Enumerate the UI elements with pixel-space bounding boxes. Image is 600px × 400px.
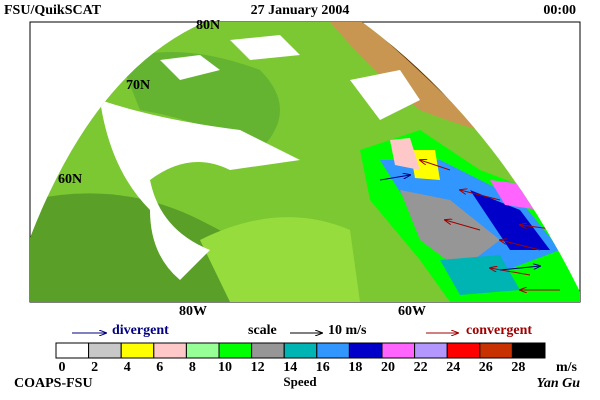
colorbar-bin: [511, 342, 546, 359]
header-right: 00:00: [543, 3, 576, 18]
legend-convergent: convergent: [466, 323, 532, 338]
colorbar-bin: [316, 342, 350, 359]
colorbar-tick: 4: [124, 360, 131, 375]
colorbar: 0 2 4 6 8 10 12 14 16 18 20 22 24 26 28: [55, 342, 546, 375]
colorbar-tick: 20: [381, 360, 395, 375]
colorbar-bin: [414, 342, 448, 359]
colorbar-bin: [251, 342, 285, 359]
colorbar-tick: 8: [189, 360, 196, 375]
colorbar-bin: [185, 342, 220, 359]
colorbar-tick: 10: [218, 360, 232, 375]
colorbar-tick: 14: [283, 360, 297, 375]
header-left: FSU/QuikSCAT: [4, 3, 102, 18]
colorbar-bin: [88, 342, 122, 359]
lat-label: 80N: [196, 18, 220, 33]
lon-label: 60W: [398, 304, 426, 319]
colorbar-bin: [283, 342, 318, 359]
colorbar-tick: 18: [348, 360, 362, 375]
header-center: 27 January 2004: [251, 3, 350, 18]
colorbar-tick: 22: [414, 360, 428, 375]
footer-left: COAPS-FSU: [14, 376, 93, 391]
colorbar-tick: 0: [59, 360, 66, 375]
colorbar-tick: 28: [511, 360, 525, 375]
lon-label: 80W: [179, 304, 207, 319]
legend-divergent: divergent: [112, 323, 169, 338]
colorbar-tick: 2: [91, 360, 98, 375]
legend-scale: scale: [248, 323, 277, 338]
colorbar-tick: 12: [251, 360, 265, 375]
colorbar-bin: [479, 342, 513, 359]
colorbar-tick: 16: [316, 360, 330, 375]
lat-label: 60N: [58, 172, 82, 187]
colorbar-bin: [120, 342, 155, 359]
colorbar-bin: [218, 342, 253, 359]
colorbar-bin: [153, 342, 187, 359]
colorbar-tick: 24: [446, 360, 460, 375]
colorbar-tick: 26: [479, 360, 493, 375]
colorbar-bin: [55, 342, 90, 359]
colorbar-bin: [381, 342, 416, 359]
lat-label: 70N: [126, 78, 150, 93]
colorbar-tick: 6: [156, 360, 163, 375]
colorbar-bin: [348, 342, 383, 359]
colorbar-bin: [446, 342, 481, 359]
footer-right: Yan Gu: [537, 376, 581, 391]
colorbar-unit: m/s: [556, 360, 578, 375]
colorbar-label: Speed: [283, 374, 317, 389]
legend-scale-value: 10 m/s: [328, 323, 367, 338]
